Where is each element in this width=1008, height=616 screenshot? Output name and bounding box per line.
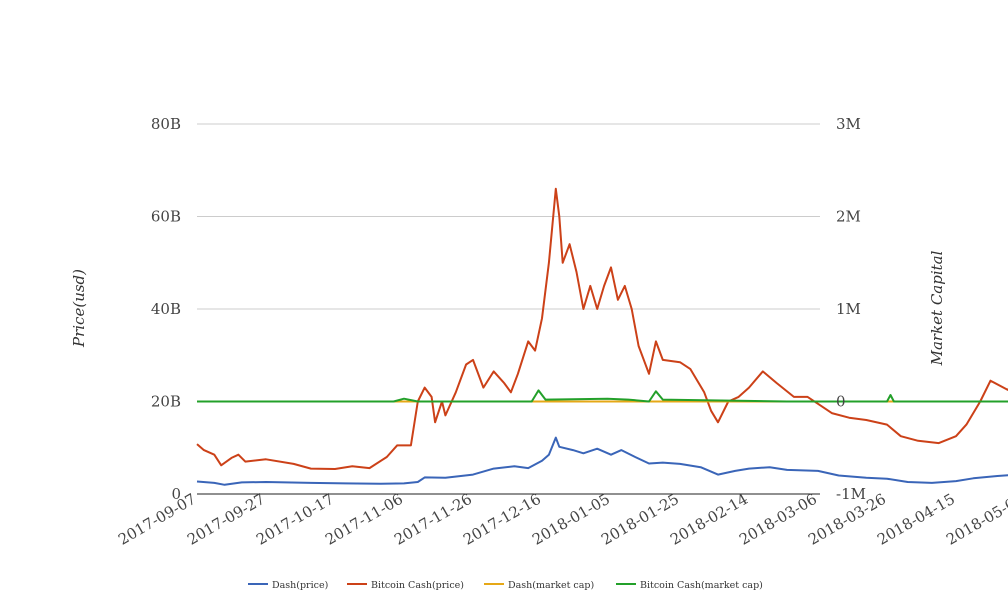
y-right-tick-label: 0 <box>836 393 846 411</box>
grid-layer <box>197 123 820 495</box>
x-tick-label: 2018-01-05 <box>529 490 613 549</box>
legend-label: Dash(price) <box>272 580 328 591</box>
y-left-tick-label: 0 <box>171 485 181 503</box>
y-right-tick-label: 2M <box>836 208 861 226</box>
y-left-tick-label: 60B <box>151 208 181 226</box>
series-line-bitcoin-cash-price <box>196 187 1008 470</box>
x-tick-label: 2017-09-07 <box>115 490 199 549</box>
x-tick-label: 2018-04-15 <box>874 490 958 549</box>
axis-layer: 0 20B 40B 60B 80B -1M 0 1M 2M 3M 2017-09-072017-09… <box>115 115 1008 549</box>
y-right-tick-label: 3M <box>836 115 861 133</box>
series-layer <box>196 187 1008 486</box>
y-left-tick-label: 80B <box>151 115 181 133</box>
legend-label: Bitcoin Cash(price) <box>371 580 464 591</box>
y-axis-right-title: Market Capital <box>928 250 946 366</box>
x-tick-label: 2018-03-06 <box>736 490 820 549</box>
x-tick-label: 2017-12-16 <box>460 490 544 549</box>
y-left-tick-label: 20B <box>151 393 181 411</box>
x-tick-label: 2017-11-26 <box>391 490 475 549</box>
x-tick-label: 2017-09-27 <box>184 490 268 549</box>
y-right-tick-label: 1M <box>836 300 861 318</box>
series-line-dash-market-cap <box>197 400 1008 403</box>
y-right-tick-label: -1M <box>836 485 866 503</box>
legend-label: Bitcoin Cash(market cap) <box>640 580 763 591</box>
x-tick-label: 2018-02-14 <box>667 490 751 549</box>
x-tick-label: 2017-11-06 <box>322 490 406 549</box>
x-tick-label: 2017-10-17 <box>253 490 337 549</box>
y-axis-left-title: Price(usd) <box>70 269 88 348</box>
legend: Dash(price) Bitcoin Cash(price) Dash(marke… <box>248 580 763 591</box>
legend-label: Dash(market cap) <box>508 580 594 591</box>
x-tick-label: 2018-01-25 <box>598 490 682 549</box>
series-line-bitcoin-cash-market-cap <box>197 389 1008 403</box>
y-left-tick-label: 40B <box>151 300 181 318</box>
series-line-dash-price <box>196 436 1008 486</box>
